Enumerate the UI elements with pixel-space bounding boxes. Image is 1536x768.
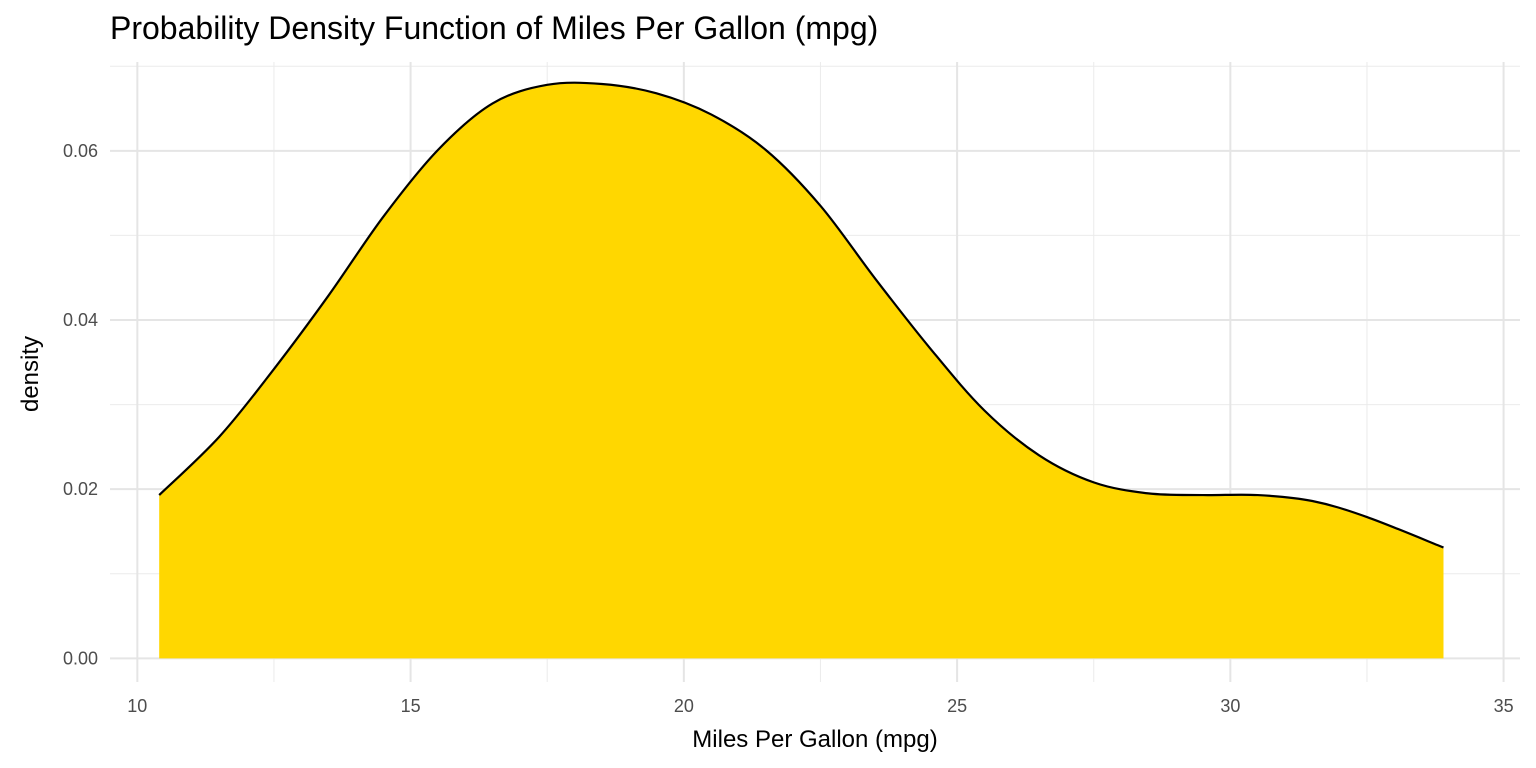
y-tick-label: 0.04 — [63, 310, 98, 330]
y-tick-label: 0.06 — [63, 141, 98, 161]
x-tick-label: 35 — [1494, 696, 1514, 716]
tick-label-layer: 10 15 20 25 30 35 0.00 0.02 0.04 0.06 — [63, 141, 1514, 716]
x-tick-label: 15 — [401, 696, 421, 716]
y-tick-label: 0.02 — [63, 479, 98, 499]
y-axis-title: density — [17, 336, 44, 412]
x-tick-label: 10 — [127, 696, 147, 716]
density-fill — [159, 82, 1444, 659]
y-tick-label: 0.00 — [63, 648, 98, 668]
x-tick-label: 30 — [1220, 696, 1240, 716]
x-tick-label: 25 — [947, 696, 967, 716]
x-tick-label: 20 — [674, 696, 694, 716]
density-line — [158, 81, 1444, 549]
chart-title: Probability Density Function of Miles Pe… — [110, 10, 879, 46]
x-axis-title: Miles Per Gallon (mpg) — [692, 726, 937, 753]
density-area-layer — [158, 81, 1444, 659]
